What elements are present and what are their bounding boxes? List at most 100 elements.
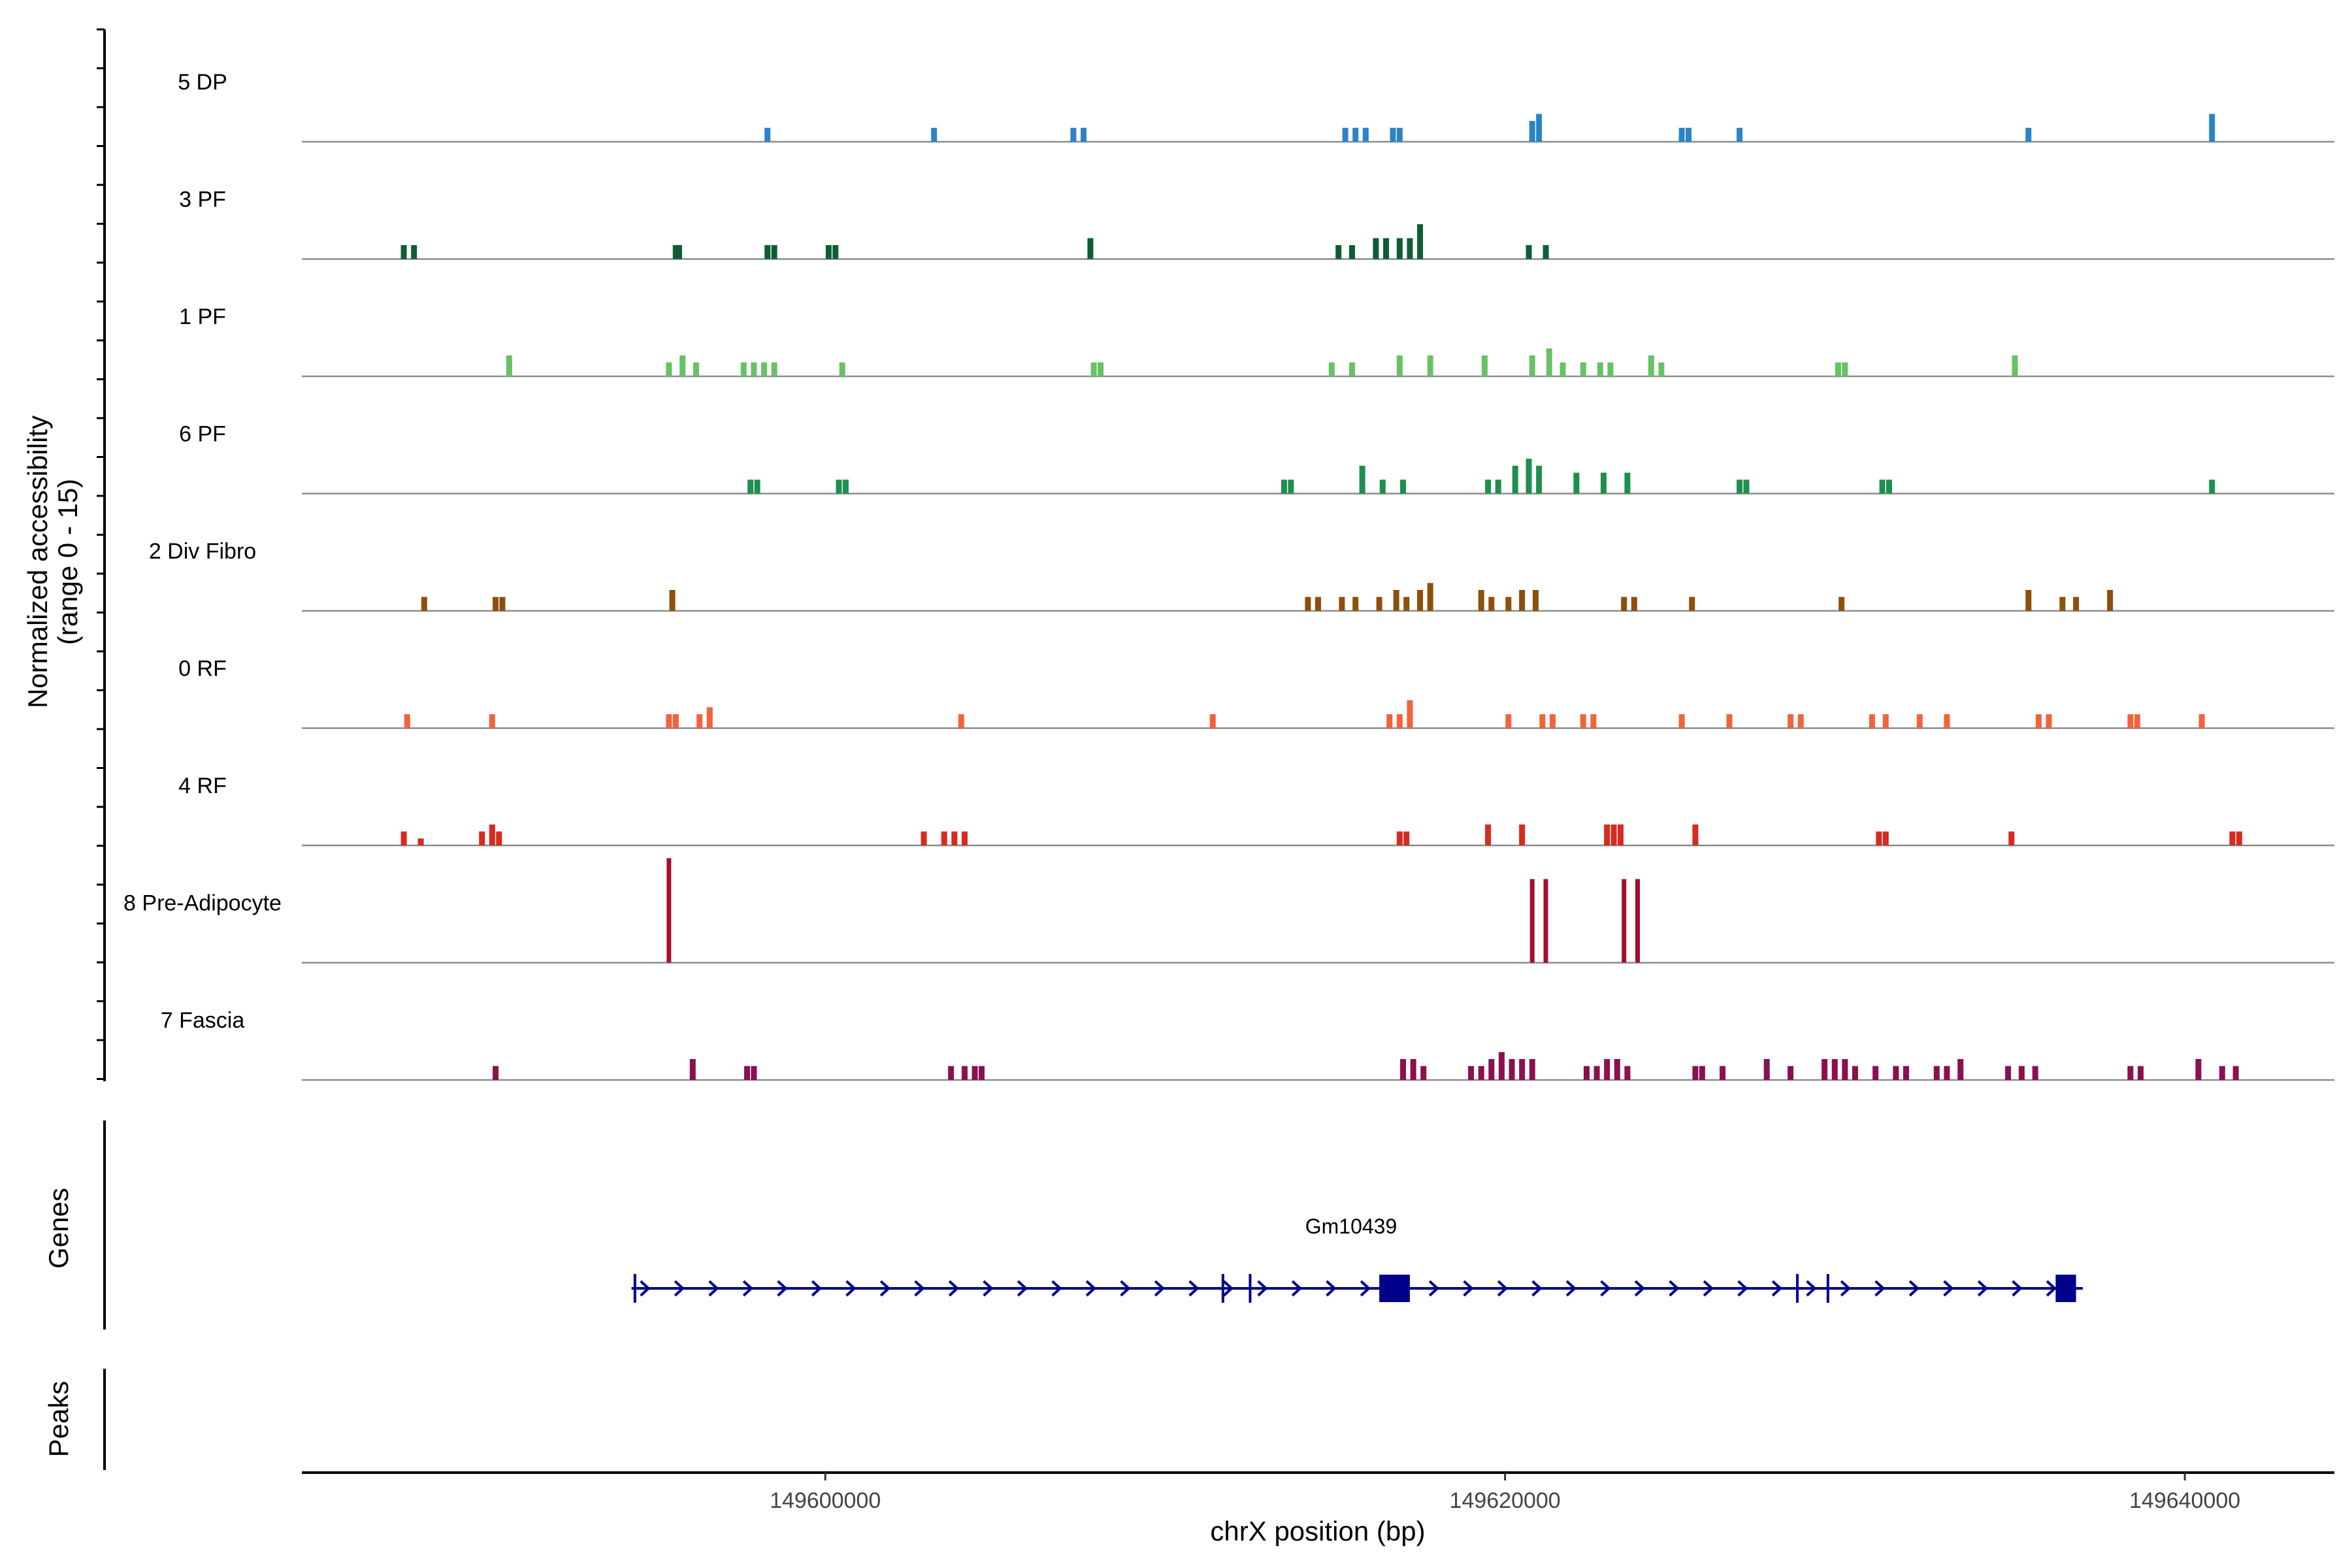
coverage-peak (689, 1059, 696, 1080)
coverage-peak (1573, 472, 1580, 494)
coverage-peak (1352, 127, 1359, 142)
coverage-peak (679, 355, 686, 376)
track-panel: 5 DP 3 PF 1 PF 6 PF 2 Div Fibro 0 RF 4 RF 8 Pre… (123, 70, 2334, 1081)
coverage-peak (1512, 465, 1518, 494)
coverage-peak (493, 596, 499, 611)
coverage-peak (676, 245, 682, 259)
coverage-peak (2012, 355, 2018, 376)
coverage-peak (1600, 472, 1607, 494)
coverage-peak (1359, 465, 1365, 494)
y-axis-title-line2: (range 0 - 15) (52, 479, 83, 645)
coverage-peak (1590, 714, 1597, 728)
track: 2 Div Fibro (149, 539, 2334, 612)
coverage-peak (496, 831, 502, 845)
coverage-peak (761, 362, 768, 376)
track-label: 1 PF (179, 304, 226, 329)
strand-arrow-icon (914, 1280, 925, 1297)
coverage-peak (1529, 121, 1535, 142)
coverage-peak (1505, 714, 1512, 728)
strand-arrow-icon (1188, 1280, 1200, 1297)
coverage-peak (693, 362, 699, 376)
coverage-peak (1686, 127, 1692, 142)
coverage-peak (1339, 596, 1345, 611)
strand-arrow-icon (983, 1280, 994, 1297)
strand-arrow-icon (948, 1280, 960, 1297)
coverage-peak (400, 831, 407, 845)
coverage-peak (1396, 355, 1403, 376)
x-axis: 149600000 149620000 149640000 (302, 1471, 2334, 1513)
coverage-peak (1699, 1066, 1705, 1080)
track: 1 PF (179, 304, 2334, 378)
coverage-peak (489, 714, 495, 728)
coverage-peak (764, 245, 771, 259)
coverage-peak (1536, 465, 1543, 494)
coverage-peak (1352, 596, 1359, 611)
coverage-peak (842, 480, 849, 494)
coverage-peak (672, 245, 679, 259)
coverage-peak (1335, 245, 1342, 259)
strand-arrow-icon (2012, 1280, 2023, 1297)
coverage-peak (404, 714, 410, 728)
strand-arrow-icon (674, 1280, 685, 1297)
coverage-peak (1427, 355, 1433, 376)
exon-block (2055, 1275, 2076, 1302)
coverage-peak (2127, 714, 2134, 728)
coverage-peak (2025, 127, 2032, 142)
coverage-peak (978, 1066, 985, 1080)
coverage-peak (1788, 714, 1794, 728)
coverage-peak (1373, 238, 1379, 259)
coverage-peak (1526, 245, 1532, 259)
coverage-peak (1821, 1059, 1828, 1080)
x-tick-label: 149620000 (1450, 1488, 1561, 1513)
coverage-peak (836, 480, 842, 494)
coverage-peak (1648, 355, 1654, 376)
coverage-peak (2008, 831, 2015, 845)
coverage-peak (1543, 245, 1549, 259)
coverage-peak (1882, 714, 1889, 728)
coverage-peak (2232, 1066, 2239, 1080)
exon-block (1379, 1275, 1410, 1302)
coverage-peak (1488, 1059, 1495, 1080)
coverage-peak (1478, 1066, 1484, 1080)
coverage-peak (1427, 583, 1433, 611)
strand-arrow-icon (811, 1280, 823, 1297)
coverage-peak (1488, 596, 1495, 611)
strand-arrow-icon (1085, 1280, 1097, 1297)
coverage-peak (1879, 480, 1886, 494)
strand-arrow-icon (708, 1280, 719, 1297)
coverage-peak (666, 714, 672, 728)
coverage-peak (1604, 1059, 1610, 1080)
coverage-peak (1882, 831, 1889, 845)
strand-arrow-icon (1943, 1280, 1954, 1297)
coverage-peak (669, 590, 676, 611)
coverage-peak (1635, 879, 1641, 963)
strand-arrow-icon (1222, 1280, 1234, 1297)
coverage-peak (2137, 1066, 2144, 1080)
strand-arrow-icon (1463, 1280, 1474, 1297)
strand-arrow-icon (1326, 1280, 1337, 1297)
coverage-peak (400, 245, 407, 259)
coverage-peak (1281, 480, 1287, 494)
coverage-peak (1944, 714, 1950, 728)
coverage-peak (1529, 879, 1535, 963)
strand-arrow-icon (1977, 1280, 1989, 1297)
coverage-peak (1916, 714, 1923, 728)
coverage-peak (740, 362, 747, 376)
coverage-peak (1396, 127, 1403, 142)
coverage-peak (1209, 714, 1216, 728)
coverage-peak (479, 831, 485, 845)
coverage-peak (1743, 480, 1750, 494)
strand-arrow-icon (1531, 1280, 1543, 1297)
coverage-peak (1485, 825, 1492, 845)
coverage-peak (506, 355, 512, 376)
peaks-axis-label: Peaks (43, 1381, 74, 1458)
coverage-peak (1842, 1059, 1848, 1080)
coverage-peak (754, 480, 760, 494)
coverage-peak (1417, 590, 1424, 611)
coverage-peak (1622, 879, 1627, 963)
gene-name-label: Gm10439 (1305, 1215, 1397, 1238)
strand-arrow-icon (742, 1280, 754, 1297)
track-label: 2 Div Fibro (149, 539, 256, 564)
coverage-peak (672, 714, 679, 728)
